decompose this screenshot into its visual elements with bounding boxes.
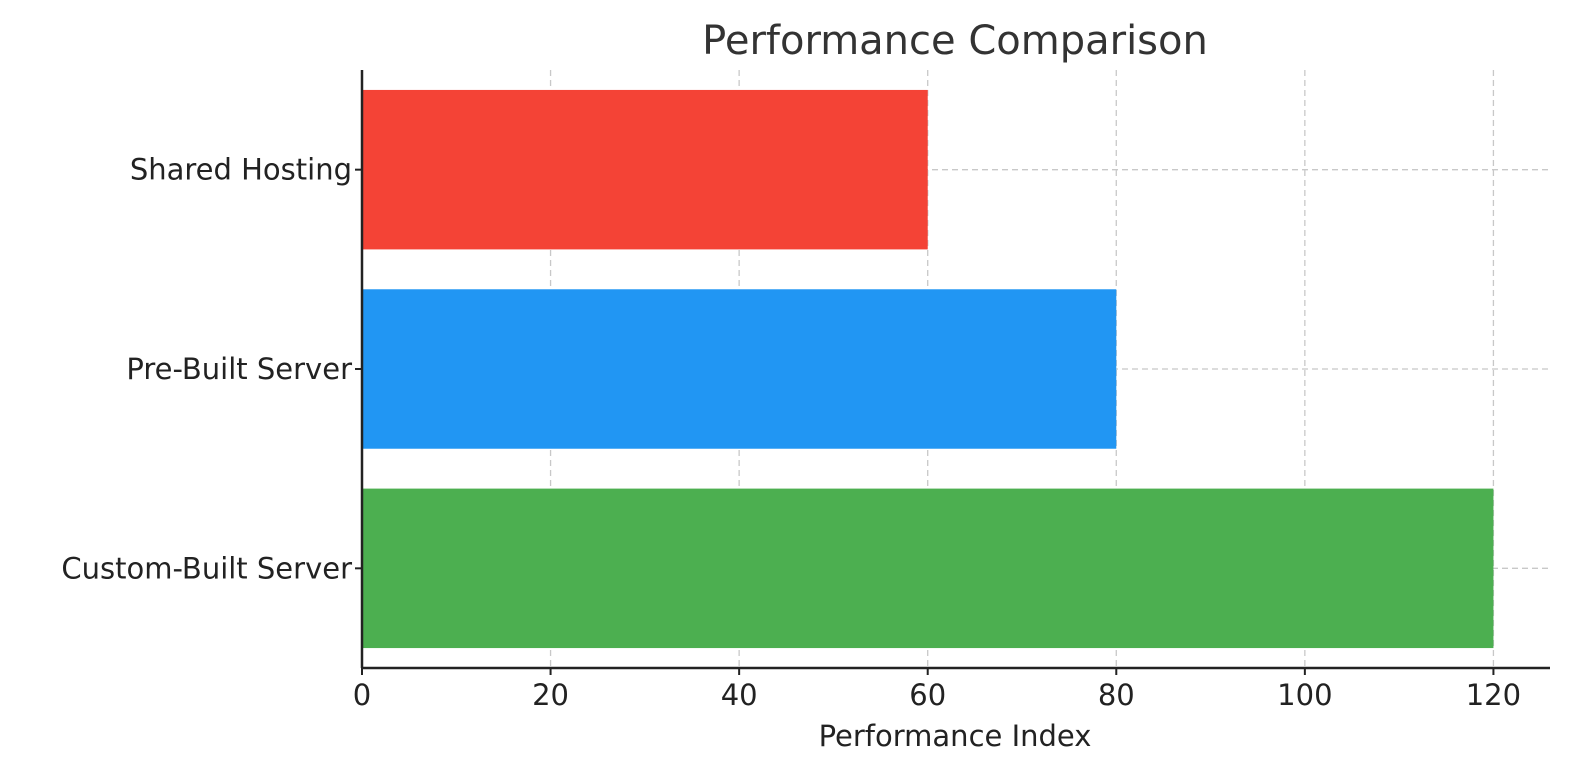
x-tick-label: 60 bbox=[909, 678, 946, 712]
x-tick-label: 120 bbox=[1466, 678, 1521, 712]
bar-shared-hosting bbox=[362, 89, 928, 250]
x-tick-label: 80 bbox=[1098, 678, 1135, 712]
y-tick-labels: Shared Hosting Pre-Built Server Custom-Bui… bbox=[61, 153, 362, 585]
y-tick-label: Custom-Built Server bbox=[61, 551, 352, 585]
bar-custom-built-server bbox=[362, 488, 1494, 649]
x-tick-label: 40 bbox=[721, 678, 758, 712]
x-tick-label: 100 bbox=[1277, 678, 1332, 712]
y-tick-label: Pre-Built Server bbox=[126, 352, 352, 386]
x-tick-label: 0 bbox=[353, 678, 371, 712]
chart-title: Performance Comparison bbox=[702, 18, 1208, 64]
y-tick-label: Shared Hosting bbox=[130, 153, 352, 187]
bar-pre-built-server bbox=[362, 289, 1117, 449]
x-axis-label: Performance Index bbox=[819, 719, 1092, 753]
x-tick-labels: 0 20 40 60 80 100 120 bbox=[353, 668, 1521, 712]
x-tick-label: 20 bbox=[532, 678, 569, 712]
bars bbox=[362, 89, 1494, 649]
